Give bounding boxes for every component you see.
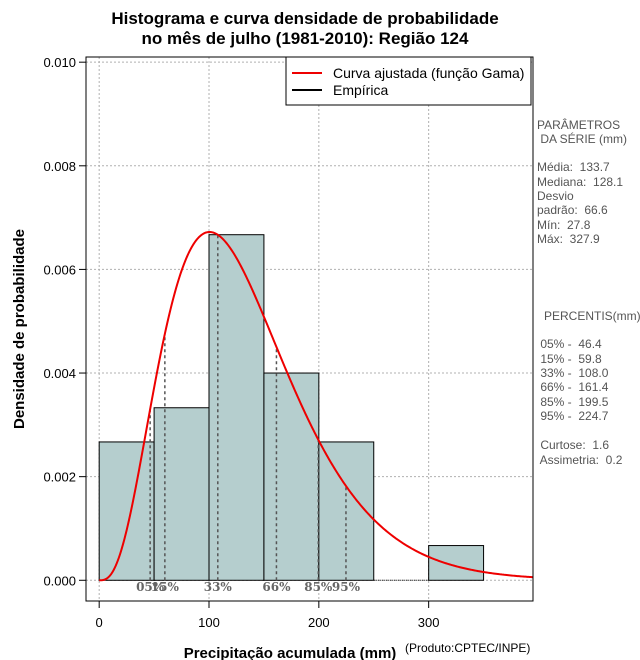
stats-header-1: PARÂMETROS [537, 118, 621, 132]
percentil-95: 95% - 224.7 [537, 409, 609, 423]
histogram-bar [428, 545, 485, 581]
stat-desvio-1: Desvio [537, 189, 574, 203]
percentile-label: 33% [204, 580, 233, 594]
percentile-label: 15% [151, 580, 180, 594]
stat-assimetria: Assimetria: 0.2 [537, 453, 623, 467]
stat-min: Mín: 27.8 [537, 218, 591, 232]
chart-title-line2: no mês de julho (1981-2010): Região 124 [141, 29, 469, 48]
credit-text: (Produto:CPTEC/INPE) [405, 641, 530, 655]
x-tick-label: 0 [96, 615, 103, 630]
y-tick-label: 0.006 [43, 262, 76, 277]
chart-title-line1: Histograma e curva densidade de probabil… [111, 9, 499, 28]
y-tick-label: 0.004 [43, 366, 76, 381]
legend-curve-label: Curva ajustada (função Gama) [333, 65, 524, 81]
histogram-bar [208, 234, 265, 581]
y-tick-label: 0.008 [43, 159, 76, 174]
legend-empirical-label: Empírica [333, 82, 388, 98]
y-tick-label: 0.002 [43, 470, 76, 485]
stat-curtose: Curtose: 1.6 [537, 438, 610, 452]
stat-media: Média: 133.7 [537, 160, 610, 174]
x-tick-label: 100 [198, 615, 220, 630]
legend-box [285, 56, 532, 106]
legend: Curva ajustada (função Gama) Empírica [285, 56, 532, 106]
x-tick-label: 200 [308, 615, 330, 630]
percentile-label: 66% [262, 580, 291, 594]
y-axis-label: Densidade de probabilidade [11, 229, 28, 429]
percentis-header: PERCENTIS(mm) [544, 309, 640, 323]
percentil-33: 33% - 108.0 [537, 366, 609, 380]
x-axis-label: Precipitação acumulada (mm) [184, 645, 397, 660]
histogram-bar [263, 372, 320, 581]
y-tick-label: 0.000 [43, 573, 76, 588]
percentile-label: 95% [332, 580, 361, 594]
x-tick-label: 300 [418, 615, 440, 630]
stat-mediana: Mediana: 128.1 [537, 175, 624, 189]
percentil-15: 15% - 59.8 [537, 352, 602, 366]
percentil-05: 05% - 46.4 [537, 337, 602, 351]
histogram-bar [153, 407, 210, 581]
stats-header-2: DA SÉRIE (mm) [537, 132, 628, 146]
percentil-85: 85% - 199.5 [537, 395, 609, 409]
stat-desvio-2: padrão: 66.6 [537, 203, 608, 217]
y-tick-label: 0.010 [43, 55, 76, 70]
percentile-label: 85% [304, 580, 333, 594]
gamma-fit-curve [99, 230, 533, 582]
histogram-bar [98, 441, 155, 581]
stat-max: Máx: 327.9 [537, 232, 600, 246]
percentile-label: 05% [136, 580, 165, 594]
percentil-66: 66% - 161.4 [537, 380, 609, 394]
